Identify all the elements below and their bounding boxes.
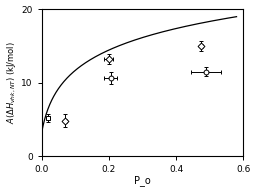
X-axis label: P_o: P_o [134, 175, 151, 186]
Y-axis label: $A(\Delta H_{vhk,NT})$ (kJ/mol): $A(\Delta H_{vhk,NT})$ (kJ/mol) [6, 41, 18, 124]
